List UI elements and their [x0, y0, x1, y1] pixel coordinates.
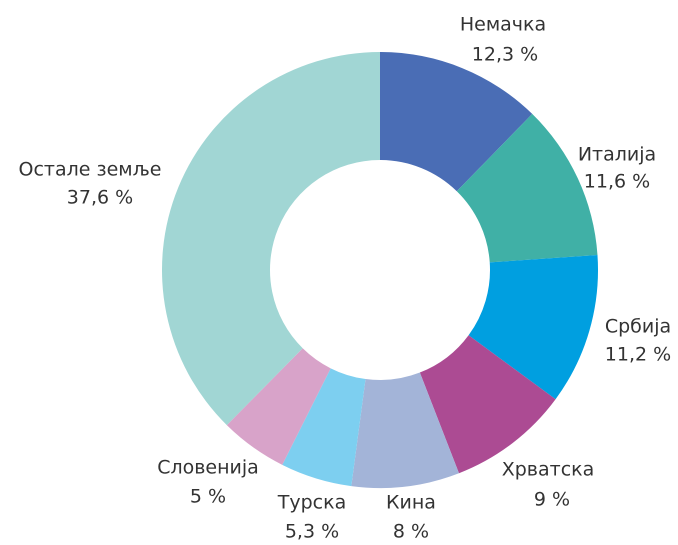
slice-value-label: 5 % [190, 486, 226, 508]
slice-value-label: 11,6 % [584, 171, 650, 193]
slice-value-label: 12,3 % [472, 44, 538, 66]
slice-label: Кина [386, 492, 436, 514]
donut-slice [456, 113, 598, 263]
donut-slice [351, 372, 459, 489]
slice-value-label: 5,3 % [285, 521, 339, 543]
donut-slice [468, 254, 598, 400]
slice-label: Хрватска [502, 459, 595, 481]
slice-label: Словенија [157, 457, 259, 479]
slice-label: Италија [578, 144, 656, 166]
donut-slice [282, 368, 366, 487]
slice-value-label: 37,6 % [67, 187, 133, 209]
donut-slice [419, 335, 556, 474]
donut-slice [161, 52, 380, 426]
donut-slice [380, 52, 533, 192]
slice-value-label: 8 % [393, 521, 429, 543]
slice-value-label: 9 % [534, 489, 570, 511]
slice-label: Остале земље [19, 159, 162, 181]
slice-value-label: 11,2 % [605, 344, 671, 366]
slice-label: Турска [277, 492, 346, 514]
slice-label: Немачка [460, 14, 546, 36]
donut-slice [226, 348, 331, 465]
slice-label: Србија [605, 316, 671, 338]
